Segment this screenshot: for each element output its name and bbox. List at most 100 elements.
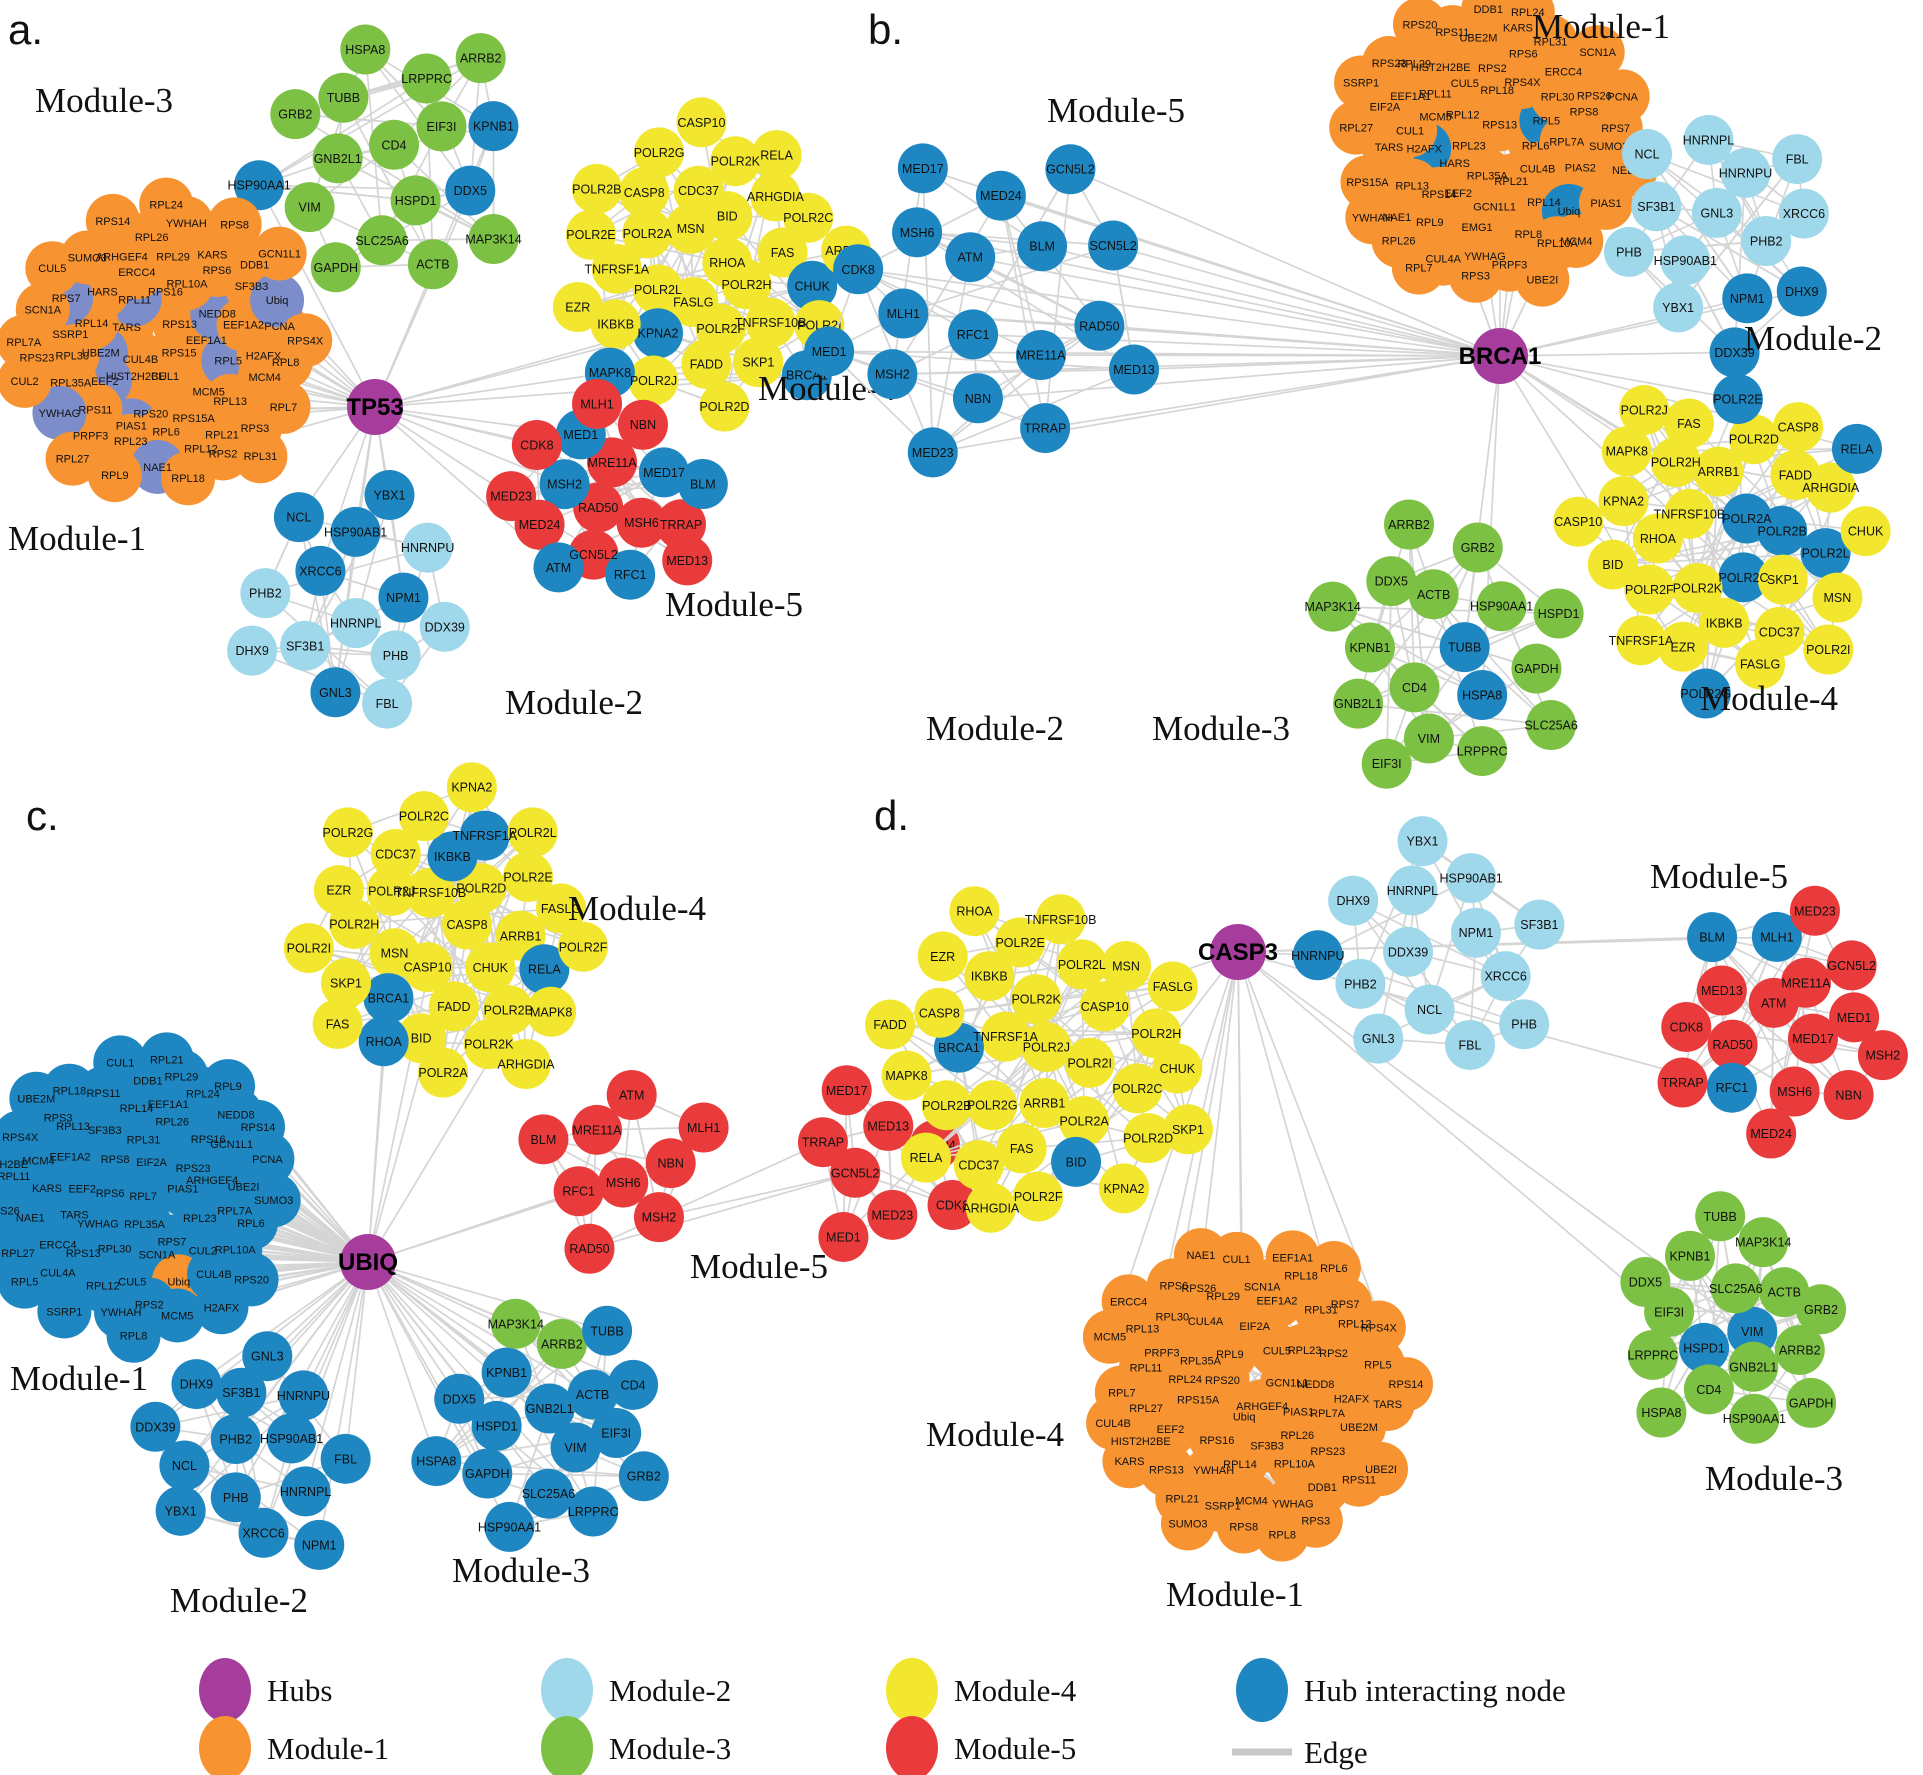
network-node[interactable] [25,241,80,296]
hub-node[interactable] [1472,328,1528,384]
network-node[interactable] [37,1284,92,1339]
network-node[interactable] [363,973,414,1024]
network-node[interactable] [1445,1019,1496,1070]
network-node[interactable] [266,1413,317,1464]
network-node[interactable] [564,1223,615,1274]
network-node[interactable] [159,1440,210,1491]
network-node[interactable] [634,127,685,178]
network-node[interactable] [318,72,369,123]
network-node[interactable] [171,1359,222,1410]
network-node[interactable] [1619,385,1670,436]
network-node[interactable] [370,630,421,681]
network-node[interactable] [1598,476,1649,527]
network-node[interactable] [536,1318,587,1369]
network-node[interactable] [550,1422,601,1473]
network-node[interactable] [1439,622,1490,673]
network-node[interactable] [783,192,834,243]
network-node[interactable] [745,297,796,348]
network-node[interactable] [1829,992,1880,1043]
network-node[interactable] [1636,1387,1687,1438]
network-node[interactable] [948,309,999,360]
network-node[interactable] [1735,639,1786,690]
network-node[interactable] [507,807,558,858]
network-node[interactable] [622,208,673,259]
network-node[interactable] [330,506,381,557]
network-node[interactable] [85,193,140,248]
network-node[interactable] [294,1519,345,1570]
network-node[interactable] [1162,1104,1213,1155]
network-node[interactable] [1680,668,1731,719]
network-node[interactable] [1361,738,1412,789]
network-node[interactable] [1511,643,1562,694]
network-node[interactable] [1699,597,1750,648]
network-node[interactable] [227,625,278,676]
network-node[interactable] [364,470,415,521]
network-node[interactable] [1351,1300,1406,1355]
network-node[interactable] [818,1211,869,1262]
network-node[interactable] [256,379,311,434]
network-node[interactable] [526,986,577,1037]
network-node[interactable] [568,1486,619,1537]
network-node[interactable] [591,1407,642,1458]
network-node[interactable] [878,288,929,339]
network-node[interactable] [1757,505,1808,556]
network-node[interactable] [1709,327,1760,378]
network-node[interactable] [1691,187,1742,238]
network-node[interactable] [201,1059,256,1114]
network-node[interactable] [1079,981,1130,1032]
network-node[interactable] [207,197,262,252]
network-node[interactable] [645,1138,696,1189]
network-node[interactable] [503,851,554,902]
network-node[interactable] [1397,816,1448,867]
network-node[interactable] [1152,1043,1203,1094]
network-node[interactable] [907,427,958,478]
network-node[interactable] [1101,941,1152,992]
network-node[interactable] [1101,1274,1156,1329]
network-node[interactable] [952,373,1003,424]
network-node[interactable] [32,385,87,440]
network-node[interactable] [676,97,727,148]
network-node[interactable] [1679,1322,1730,1373]
network-node[interactable] [246,1173,301,1228]
network-node[interactable] [468,101,519,152]
network-node[interactable] [1013,1171,1064,1222]
network-node[interactable] [1353,1442,1408,1497]
network-node[interactable] [378,572,429,623]
network-node[interactable] [428,981,479,1032]
network-node[interactable] [632,308,683,359]
network-node[interactable] [605,549,656,600]
hub-node[interactable] [1210,924,1266,980]
network-node[interactable] [830,1147,881,1198]
network-node[interactable] [1292,930,1343,981]
network-node[interactable] [194,1280,249,1335]
network-node[interactable] [45,431,100,486]
network-node[interactable] [1769,1066,1820,1117]
network-node[interactable] [210,1472,261,1523]
network-node[interactable] [106,1308,161,1363]
network-node[interactable] [1384,499,1435,550]
network-node[interactable] [1772,134,1823,185]
network-node[interactable] [398,791,449,842]
network-node[interactable] [1624,564,1675,615]
network-node[interactable] [1664,1230,1715,1281]
network-node[interactable] [419,601,470,652]
network-node[interactable] [1366,556,1417,607]
network-node[interactable] [965,1182,1016,1233]
network-node[interactable] [1389,662,1440,713]
network-node[interactable] [633,1192,684,1243]
network-node[interactable] [484,1501,535,1552]
network-node[interactable] [273,492,324,543]
network-node[interactable] [1051,1136,1102,1187]
network-node[interactable] [867,1189,918,1240]
network-node[interactable] [1780,957,1831,1008]
network-node[interactable] [863,1100,914,1151]
network-node[interactable] [678,1102,729,1153]
network-node[interactable] [9,1071,64,1126]
network-node[interactable] [93,1035,148,1090]
network-node[interactable] [1570,25,1625,80]
network-node[interactable] [1729,1393,1780,1444]
network-node[interactable] [632,264,683,315]
network-node[interactable] [471,1400,522,1451]
network-node[interactable] [881,1050,932,1101]
network-node[interactable] [1056,939,1107,990]
